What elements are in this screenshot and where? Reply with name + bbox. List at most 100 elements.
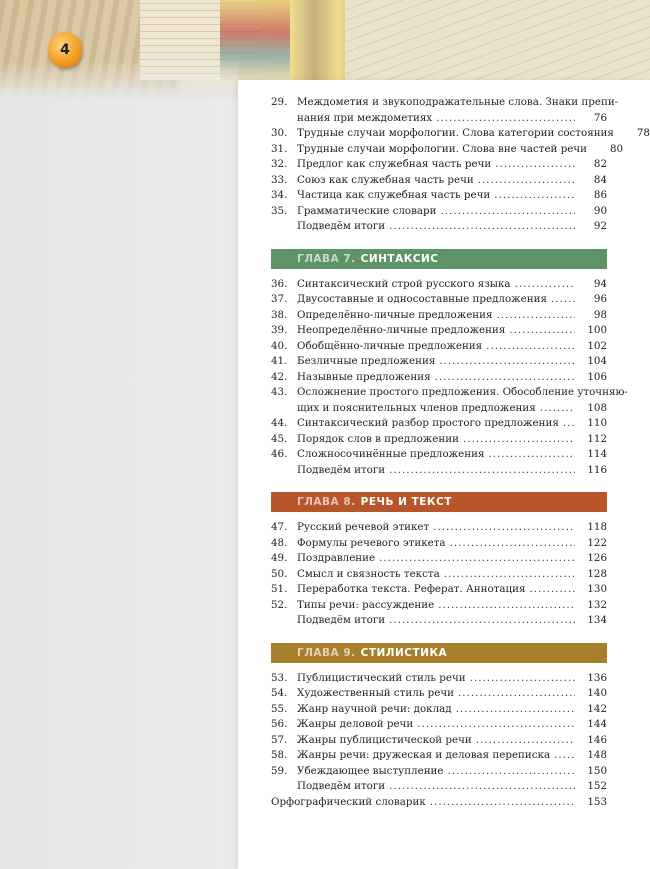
entry-number: 30. [271,127,288,139]
dot-leader: ........................................… [379,552,575,564]
entry-title: Порядок слов в предложении [297,432,459,445]
toc-entry[interactable]: 51. Переработка текста. Реферат. Аннотаци… [271,582,607,598]
content-panel [238,80,650,869]
dot-leader: ........................................… [439,355,575,367]
toc-entry[interactable]: 58. Жанры речи: дружеская и деловая переп… [271,748,607,764]
pushkin-sketch-image [345,0,650,80]
entry-title: Жанры деловой речи [297,718,414,730]
toc-entry[interactable]: 54. Художественный стиль речи............… [271,686,607,702]
entry-page: 90 [593,204,607,217]
entry-page: 150 [587,764,607,777]
toc-entry[interactable]: 30. Трудные случаи морфологии. Слова кате… [271,126,650,142]
toc-entry[interactable]: 31. Трудные случаи морфологии. Слова вне … [271,142,623,158]
entry-title: Типы речи: рассуждение [297,598,435,611]
chapter-header: ГЛАВА 9. СТИЛИСТИКА [271,642,607,663]
entry-number: 51. [271,583,288,595]
toc-entry[interactable]: Подведём итоги..........................… [271,219,607,235]
toc-entry[interactable]: 41. Безличные предложения................… [271,354,607,370]
dot-leader: ........................................… [486,339,575,352]
entry-page: 98 [593,308,607,321]
toc-entry[interactable]: 47. Русский речевой этикет...............… [271,520,607,536]
entry-title: нания при междометиях [297,111,433,124]
entry-number: 33. [271,173,288,186]
toc-entry[interactable]: 46. Сложносочинённые предложения.........… [271,447,607,463]
toc-entry[interactable]: 44. Синтаксический разбор простого предло… [271,416,607,432]
toc-entry[interactable]: 32. Предлог как служебная часть речи.....… [271,157,607,173]
chapter-header: ГЛАВА 7. СИНТАКСИС [271,248,607,269]
chapter-label: ГЛАВА 8. [297,496,356,508]
toc-entry[interactable]: 33. Союз как служебная часть речи........… [271,173,607,189]
toc-entry[interactable]: 45. Порядок слов в предложении...........… [271,432,607,448]
toc-entry[interactable]: нания при междометиях...................… [271,111,607,127]
dot-leader: ........................................… [389,780,575,792]
entry-title: Убеждающее выступление [297,764,444,777]
entry-title: Трудные случаи морфологии. Слова категор… [297,127,614,139]
entry-page: 116 [587,463,607,476]
dot-leader: ........................................… [455,702,575,715]
entry-number [271,613,297,629]
toc-entry[interactable]: 39. Неопределённо-личные предложения.....… [271,323,607,339]
toc-entry[interactable]: 43. Осложнение простого предложения. Обос… [271,385,628,401]
entry-page: 128 [587,567,607,580]
entry-title: щих и пояснительных членов предложения [297,401,536,414]
toc-entry[interactable]: 50. Смысл и связность текста.............… [271,567,607,583]
dot-leader: ........................................… [417,718,575,730]
entry-page: 76 [593,111,607,124]
toc-entry[interactable]: 42. Назывные предложения.................… [271,370,607,386]
toc-entry[interactable]: Подведём итоги..........................… [271,463,607,479]
toc-entry[interactable]: Подведём итоги..........................… [271,779,607,795]
dot-leader: ........................................… [550,293,575,305]
toc-entry[interactable]: 56. Жанры деловой речи...................… [271,717,607,733]
dot-leader: ........................................… [438,598,575,611]
entry-number: 48. [271,536,288,549]
toc-entry[interactable]: 37. Двусоставные и односоставные предложе… [271,292,607,308]
entry-title: Русский речевой этикет [297,521,430,533]
toc-entry[interactable]: 59. Убеждающее выступление...............… [271,764,607,780]
entry-number: 35. [271,204,288,217]
entry-title: Подведём итоги [297,463,386,476]
entry-title: Междометия и звукоподражательные слова. … [297,96,619,108]
entry-title: Осложнение простого предложения. Обособл… [297,386,628,398]
toc-entry[interactable]: Подведём итоги..........................… [271,613,607,629]
entry-title: Определённо-личные предложения [297,308,493,321]
entry-number: 29. [271,96,288,108]
entry-number: 59. [271,764,288,777]
dot-leader: ........................................… [389,463,575,476]
entry-title: Подведём итоги [297,614,386,626]
dot-leader: ........................................… [447,764,575,777]
entry-number: 40. [271,339,288,352]
toc-entry[interactable]: 40. Обобщённо-личные предложения.........… [271,339,607,355]
entry-page: 92 [593,220,607,232]
entry-page: 118 [587,521,607,533]
toc-entry[interactable]: 36. Синтаксический строй русского языка..… [271,277,607,293]
toc-entry[interactable]: 34. Частица как служебная часть речи.....… [271,188,607,204]
entry-title: Смысл и связность текста [297,567,440,580]
entry-title: Обобщённо-личные предложения [297,339,483,352]
toc-entry[interactable]: щих и пояснительных членов предложения..… [271,401,607,417]
entry-page: 144 [587,718,607,730]
toc-entry[interactable]: 53. Публицистический стиль речи..........… [271,671,607,687]
toc-entry[interactable]: 55. Жанр научной речи: доклад............… [271,702,607,718]
table-of-contents: 29. Междометия и звукоподражательные слов… [271,95,650,811]
entry-page: 104 [587,355,607,367]
entry-number: 39. [271,324,288,336]
dot-leader: ........................................… [488,448,575,460]
toc-entry[interactable]: 48. Формулы речевого этикета.............… [271,536,607,552]
entry-page: 108 [587,401,607,414]
toc-entry[interactable]: 35. Грамматические словари...............… [271,204,607,220]
entry-number [271,401,297,417]
toc-entry[interactable]: 57. Жанры публицистической речи..........… [271,733,607,749]
entry-page: 136 [587,671,607,684]
toc-entry[interactable]: 38. Определённо-личные предложения.......… [271,308,607,324]
toc-entry[interactable]: 52. Типы речи: рассуждение...............… [271,598,607,614]
dot-leader: ........................................… [389,220,575,232]
entry-page: 130 [587,583,607,595]
entry-title: Трудные случаи морфологии. Слова вне час… [297,142,588,155]
toc-entry[interactable]: Орфографический словарик................… [271,795,607,811]
entry-page: 132 [587,598,607,611]
toc-entry[interactable]: 29. Междометия и звукоподражательные слов… [271,95,618,111]
entry-page: 142 [587,702,607,715]
entry-number: 31. [271,142,288,155]
entry-title: Грамматические словари [297,204,437,217]
toc-entry[interactable]: 49. Поздравление.........................… [271,551,607,567]
